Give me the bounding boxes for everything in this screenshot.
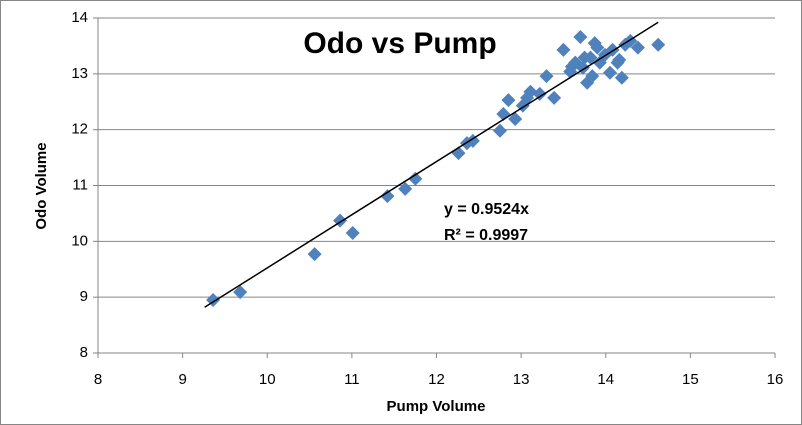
x-tick-label: 8	[94, 371, 102, 388]
trendline-r-squared: R² = 0.9997	[444, 227, 528, 244]
x-tick-label: 9	[178, 371, 186, 388]
point	[573, 29, 588, 44]
y-tick-label: 9	[80, 288, 88, 305]
point	[564, 59, 579, 74]
x-tick-label: 11	[344, 371, 360, 388]
x-tick-label: 14	[597, 371, 614, 388]
point	[577, 50, 592, 65]
point	[614, 70, 629, 85]
point	[532, 86, 547, 101]
x-tick-label: 16	[767, 371, 784, 388]
point	[612, 52, 627, 67]
point	[508, 112, 523, 127]
y-tick-label: 13	[71, 65, 88, 82]
y-tick-label: 12	[71, 121, 88, 138]
y-axis-title: Odo Volume	[33, 142, 50, 229]
point	[630, 40, 645, 55]
y-tick-label: 14	[71, 9, 88, 26]
point	[547, 90, 562, 105]
point	[556, 42, 571, 57]
point	[501, 93, 516, 108]
x-axis-title: Pump Volume	[387, 398, 486, 415]
point	[523, 84, 538, 99]
trendline-equation: y = 0.9524x	[444, 201, 529, 218]
x-tick-label: 15	[682, 371, 699, 388]
point	[233, 285, 248, 300]
point	[585, 69, 600, 84]
x-tick-label: 13	[513, 371, 530, 388]
x-tick-label: 12	[428, 371, 445, 388]
point	[651, 37, 666, 52]
point	[307, 247, 322, 262]
y-tick-label: 11	[72, 176, 88, 193]
trendline	[204, 21, 659, 308]
x-tick-label: 10	[259, 371, 276, 388]
y-tick-label: 10	[71, 232, 88, 249]
point	[345, 225, 360, 240]
point	[602, 65, 617, 80]
point	[398, 181, 413, 196]
point	[492, 123, 507, 138]
point	[380, 189, 395, 204]
point	[590, 40, 605, 55]
chart-title: Odo vs Pump	[303, 27, 496, 60]
point	[539, 69, 554, 84]
point	[408, 171, 423, 186]
y-tick-label: 8	[80, 344, 88, 361]
